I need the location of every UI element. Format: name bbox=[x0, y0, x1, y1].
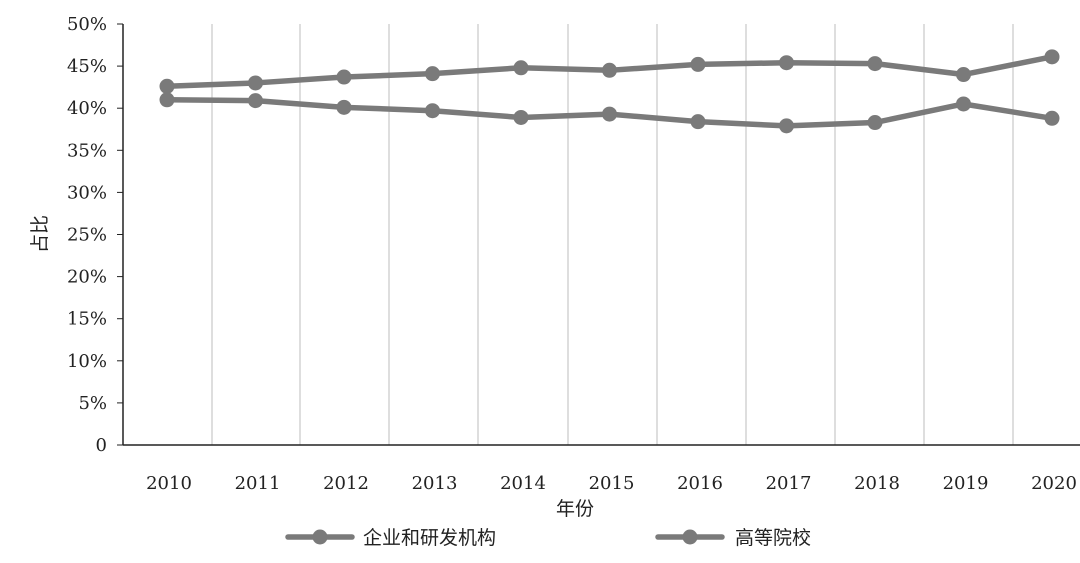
data-point bbox=[513, 109, 529, 125]
legend: 企业和研发机构 高等院校 bbox=[285, 527, 811, 549]
x-tick-label: 2013 bbox=[412, 473, 458, 494]
y-tick-label: 40% bbox=[67, 98, 107, 119]
x-axis-title: 年份 bbox=[556, 498, 594, 520]
x-tick-label: 2020 bbox=[1031, 473, 1077, 494]
data-point bbox=[425, 66, 440, 82]
vertical-gridlines bbox=[211, 24, 1014, 445]
y-tick-label: 30% bbox=[67, 182, 107, 203]
data-point bbox=[159, 92, 175, 108]
data-point bbox=[956, 96, 971, 112]
data-point bbox=[956, 67, 971, 83]
data-point bbox=[336, 69, 352, 85]
y-tick-label: 20% bbox=[67, 267, 107, 288]
y-axis-title: 占比 bbox=[29, 215, 51, 253]
series-2 bbox=[159, 92, 1060, 134]
series-lines bbox=[159, 49, 1060, 134]
y-tick-label: 25% bbox=[67, 225, 107, 246]
data-point bbox=[779, 55, 794, 71]
y-axis-ticks: 0 5% 10% 15% 20% 25% 30% 35% 40% 45% 50% bbox=[67, 14, 123, 456]
x-tick-label: 2019 bbox=[943, 473, 989, 494]
x-tick-label: 2010 bbox=[146, 473, 192, 494]
data-point bbox=[690, 56, 706, 72]
y-tick-label: 0 bbox=[96, 435, 107, 456]
y-tick-label: 10% bbox=[67, 351, 107, 372]
legend-label: 企业和研发机构 bbox=[363, 527, 496, 549]
y-tick-label: 45% bbox=[67, 56, 107, 77]
legend-label: 高等院校 bbox=[735, 527, 811, 549]
y-tick-label: 50% bbox=[67, 14, 107, 35]
data-point bbox=[602, 62, 617, 78]
data-point bbox=[779, 118, 794, 134]
x-tick-label: 2018 bbox=[854, 473, 900, 494]
series-1 bbox=[159, 49, 1060, 94]
y-tick-label: 15% bbox=[67, 309, 107, 330]
legend-item-2: 高等院校 bbox=[655, 527, 811, 549]
data-point bbox=[513, 60, 529, 76]
data-point bbox=[867, 115, 883, 131]
y-tick-label: 35% bbox=[67, 140, 107, 161]
x-tick-label: 2011 bbox=[235, 473, 281, 494]
data-point bbox=[248, 93, 263, 109]
data-point bbox=[1044, 49, 1060, 65]
y-tick-label: 5% bbox=[78, 393, 107, 414]
legend-marker bbox=[312, 529, 328, 545]
legend-item-1: 企业和研发机构 bbox=[285, 527, 496, 549]
data-point bbox=[425, 103, 440, 119]
x-tick-label: 2016 bbox=[677, 473, 723, 494]
data-point bbox=[336, 99, 352, 115]
data-point bbox=[248, 75, 263, 91]
data-point bbox=[1044, 110, 1060, 126]
data-point bbox=[867, 56, 883, 72]
x-tick-label: 2015 bbox=[589, 473, 635, 494]
x-tick-label: 2014 bbox=[500, 473, 546, 494]
data-point bbox=[602, 106, 617, 122]
legend-marker bbox=[682, 529, 698, 545]
data-point bbox=[159, 78, 175, 94]
data-point bbox=[690, 114, 706, 130]
x-tick-label: 2017 bbox=[766, 473, 812, 494]
x-tick-label: 2012 bbox=[323, 473, 369, 494]
x-axis-ticks: 2010 2011 2012 2013 2014 2015 2016 2017 2018 2019… bbox=[146, 473, 1077, 494]
